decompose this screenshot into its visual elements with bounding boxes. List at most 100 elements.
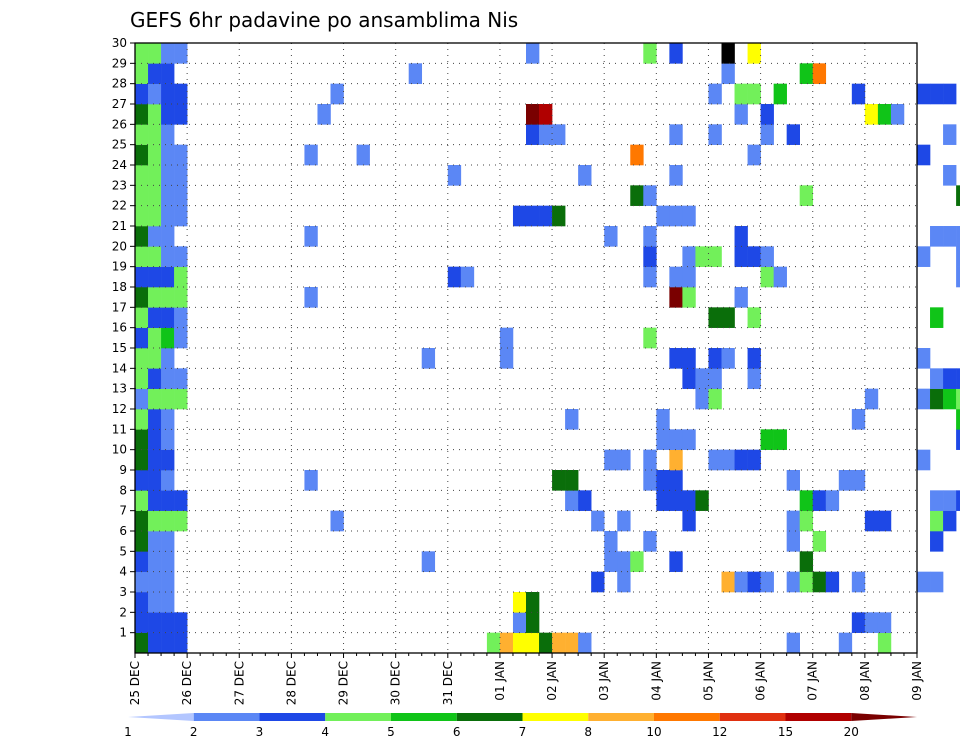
- legend-color-swatch: [259, 713, 326, 721]
- heatmap-cell: [174, 43, 188, 64]
- x-tick-label: 05 JAN: [701, 661, 715, 701]
- heatmap-cell: [135, 409, 149, 430]
- heatmap-cell: [708, 348, 722, 369]
- heatmap-cell: [148, 104, 162, 125]
- heatmap-cell: [799, 185, 814, 206]
- heatmap-cell: [148, 246, 162, 267]
- heatmap-cell: [760, 266, 774, 288]
- y-tick-label: 20: [112, 239, 127, 253]
- legend-level-label: 7: [519, 725, 527, 739]
- heatmap-cell: [135, 43, 149, 64]
- x-tick-label: 08 JAN: [858, 661, 872, 701]
- heatmap-cell: [512, 612, 527, 633]
- legend-color-swatch: [522, 713, 589, 721]
- heatmap-cell: [656, 490, 670, 511]
- heatmap-cell: [656, 429, 670, 450]
- heatmap-cell: [930, 226, 944, 247]
- heatmap-cell: [851, 612, 866, 633]
- heatmap-cell: [708, 246, 722, 267]
- heatmap-cell: [161, 571, 175, 593]
- x-tick-label: 26 DEC: [180, 661, 194, 705]
- heatmap-cell: [161, 104, 175, 125]
- heatmap-cell: [161, 144, 175, 166]
- heatmap-cell: [682, 429, 696, 450]
- chart-title: GEFS 6hr padavine po ansamblima Nis: [130, 8, 518, 32]
- heatmap-cell: [917, 348, 931, 369]
- heatmap-cell: [174, 185, 188, 206]
- heatmap-cell: [526, 104, 540, 125]
- y-tick-label: 23: [112, 178, 127, 192]
- heatmap-cell: [304, 470, 318, 491]
- heatmap-cell: [447, 165, 462, 186]
- heatmap-cell: [799, 571, 814, 593]
- heatmap-cell: [578, 490, 592, 511]
- heatmap-cell: [643, 185, 657, 206]
- heatmap-cell: [174, 144, 188, 166]
- heatmap-cell: [786, 470, 800, 491]
- heatmap-cell: [578, 632, 592, 654]
- heatmap-cell: [161, 612, 175, 633]
- heatmap-cell: [565, 490, 579, 511]
- heatmap-cell: [695, 388, 709, 410]
- heatmap-cell: [148, 348, 162, 369]
- heatmap-cell: [565, 470, 579, 491]
- y-tick-label: 16: [112, 321, 127, 335]
- heatmap-cell: [930, 510, 944, 532]
- y-tick-label: 11: [112, 422, 127, 436]
- heatmap-cell: [643, 327, 657, 349]
- heatmap-cell: [656, 409, 670, 430]
- heatmap-cell: [148, 185, 162, 206]
- heatmap-cell: [460, 266, 475, 288]
- x-tick-label: 09 JAN: [910, 661, 924, 701]
- heatmap-cell: [161, 348, 175, 369]
- heatmap-cell: [512, 592, 527, 613]
- legend-level-label: 3: [256, 725, 264, 739]
- heatmap-cell: [747, 144, 761, 166]
- heatmap-cell: [708, 124, 722, 145]
- heatmap-cell: [930, 307, 944, 328]
- legend-color-swatch: [719, 713, 786, 721]
- heatmap-cell: [656, 205, 670, 227]
- y-tick-label: 17: [112, 300, 127, 314]
- heatmap-cell: [812, 63, 827, 84]
- heatmap-cell: [148, 165, 162, 186]
- heatmap-cell: [161, 409, 175, 430]
- heatmap-cell: [956, 409, 960, 430]
- heatmap-cell: [161, 83, 175, 105]
- heatmap-cell: [135, 144, 149, 166]
- heatmap-cell: [148, 490, 162, 511]
- heatmap-cell: [734, 83, 748, 105]
- heatmap-cell: [799, 63, 814, 84]
- heatmap-cell: [669, 490, 683, 511]
- heatmap-cell: [539, 205, 553, 227]
- heatmap-cell: [539, 124, 553, 145]
- heatmap-cell: [943, 388, 957, 410]
- y-tick-label: 22: [112, 199, 127, 213]
- heatmap-cell: [174, 307, 188, 328]
- heatmap-cell: [956, 490, 960, 511]
- heatmap-cell: [669, 429, 683, 450]
- heatmap-cell: [956, 429, 960, 450]
- heatmap-cell: [930, 368, 944, 389]
- heatmap-cell: [148, 388, 162, 410]
- heatmap-cell: [135, 165, 149, 186]
- heatmap-cell: [161, 307, 175, 328]
- y-tick-label: 30: [112, 36, 127, 50]
- heatmap-cell: [747, 571, 761, 593]
- heatmap-cell: [148, 368, 162, 389]
- y-tick-label: 4: [119, 565, 127, 579]
- heatmap-cell: [630, 144, 644, 166]
- heatmap-cell: [161, 429, 175, 450]
- heatmap-cell: [161, 449, 175, 471]
- heatmap-cell: [148, 205, 162, 227]
- heatmap-cell: [682, 368, 696, 389]
- heatmap-cell: [695, 490, 709, 511]
- heatmap-cell: [135, 287, 149, 308]
- heatmap-cell: [956, 368, 960, 389]
- heatmap-cell: [643, 266, 657, 288]
- y-tick-label: 13: [112, 382, 127, 396]
- y-tick-label: 15: [112, 341, 127, 355]
- heatmap-cell: [174, 287, 188, 308]
- legend-level-label: 4: [321, 725, 329, 739]
- heatmap-cell: [421, 551, 436, 572]
